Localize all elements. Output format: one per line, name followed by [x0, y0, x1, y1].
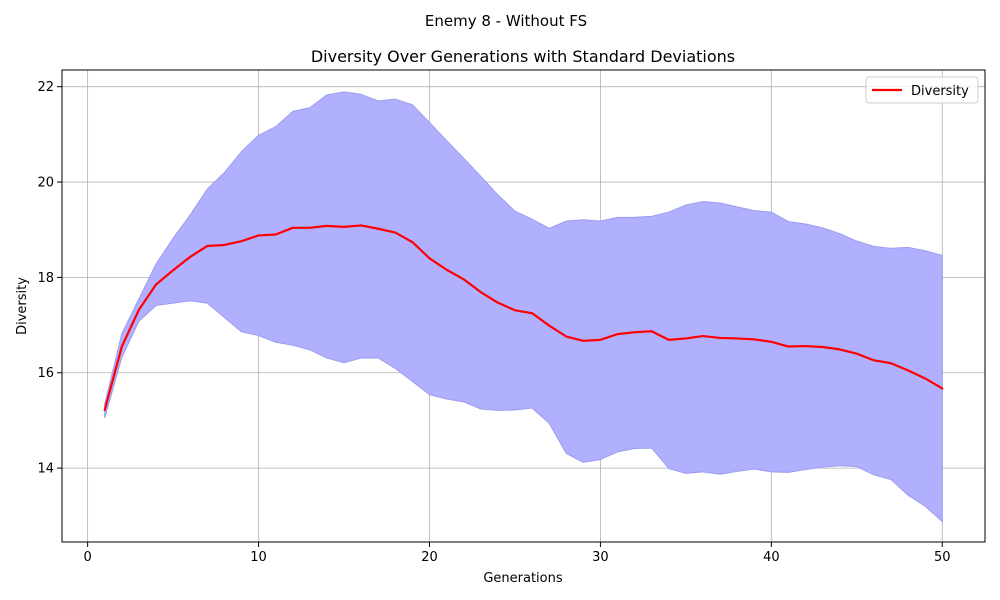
series-line-diversity: [103, 224, 944, 412]
y-tick-label-22: 22: [37, 80, 54, 95]
std-deviation-band: [104, 91, 943, 523]
x-tick-label-0: 0: [83, 550, 91, 565]
y-axis-label: Diversity: [15, 277, 30, 335]
x-tick-label-50: 50: [934, 550, 951, 565]
chart-title: Diversity Over Generations with Standard…: [311, 47, 735, 66]
y-tick-label-20: 20: [37, 176, 54, 191]
x-tick-label-20: 20: [421, 550, 438, 565]
figure-suptitle: Enemy 8 - Without FS: [425, 12, 587, 30]
series-line-layer: [103, 224, 944, 412]
legend-label-diversity: Diversity: [911, 84, 969, 99]
y-tick-label-14: 14: [37, 462, 54, 477]
x-tick-label-30: 30: [592, 550, 609, 565]
x-tick-label-10: 10: [250, 550, 267, 565]
legend-box: [865, 76, 979, 104]
y-tick-label-16: 16: [37, 366, 54, 381]
x-axis-label: Generations: [483, 571, 563, 586]
legend: Diversity: [865, 76, 979, 104]
y-ticks: 14 16 18 20 22: [37, 80, 62, 477]
std-band-layer: [104, 91, 943, 523]
plot-frame: [61, 69, 986, 543]
x-ticks: 0 10 20 30 40 50: [83, 542, 951, 565]
y-tick-label-18: 18: [37, 271, 54, 286]
x-tick-label-40: 40: [763, 550, 780, 565]
